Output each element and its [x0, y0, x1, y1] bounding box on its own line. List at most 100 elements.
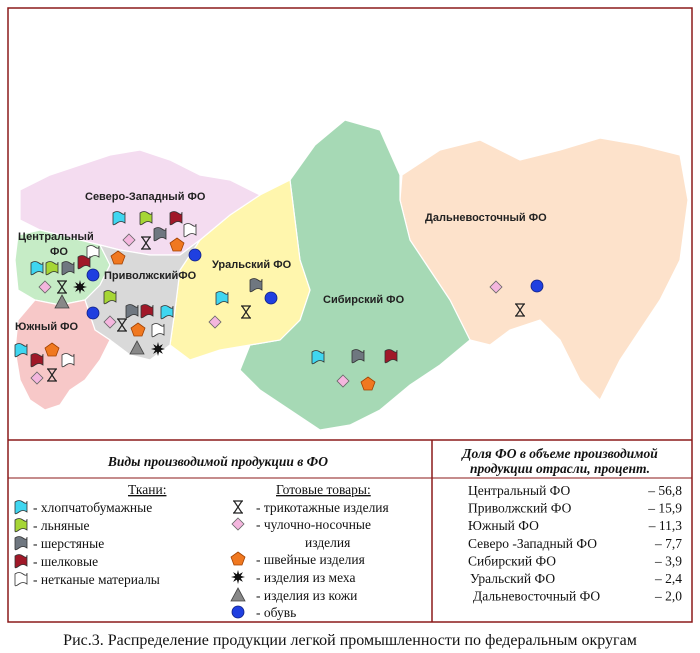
flag-icon [160, 305, 174, 320]
triangle-icon [54, 294, 70, 309]
icon [515, 303, 525, 317]
icon [151, 342, 165, 356]
icon [110, 250, 126, 265]
flag-icon [153, 227, 167, 242]
diamond-icon [103, 315, 117, 329]
diamond-icon [30, 371, 44, 385]
map-label: Сибирский ФО [323, 294, 405, 306]
diamond-icon [231, 517, 245, 531]
diamond-icon [489, 280, 503, 294]
icon [360, 376, 376, 391]
map-label: ФО [50, 246, 68, 258]
icon [77, 255, 91, 270]
legend-item: - шелковые [33, 554, 98, 569]
icon [47, 368, 57, 382]
icon [264, 291, 278, 305]
icon [103, 290, 117, 305]
legend-item: - льняные [33, 518, 90, 533]
hourglass-icon [117, 318, 127, 332]
flag-icon [183, 223, 197, 238]
icon [130, 322, 146, 337]
icon [112, 211, 126, 226]
legend-item: - хлопчатобумажные [33, 500, 152, 515]
icon [61, 353, 75, 368]
icon [117, 318, 127, 332]
map: Северо-Западный ФО Центральный ФО Привол… [14, 119, 689, 431]
icon [45, 261, 59, 276]
icon [14, 518, 28, 533]
caption: Рис.3. Распределение продукции легкой пр… [63, 632, 637, 649]
icon [30, 261, 44, 276]
share-value: – 7,7 [654, 536, 682, 551]
star-icon [73, 280, 87, 294]
icon [54, 294, 70, 309]
icon [384, 349, 398, 364]
flag-icon [61, 261, 75, 276]
pentagon-icon [110, 250, 126, 265]
hourglass-icon [57, 280, 67, 294]
icon [231, 605, 245, 619]
icon [44, 342, 60, 357]
icon [140, 304, 154, 319]
icon [230, 551, 246, 566]
star-icon [151, 342, 165, 356]
flag-icon [103, 290, 117, 305]
legend-header: Готовые товары: [276, 482, 371, 497]
share-name: Южный ФО [468, 518, 539, 533]
icon [14, 343, 28, 358]
icon [233, 500, 243, 514]
map-label: Северо-Западный ФО [85, 191, 206, 203]
map-label: ПриволжскийФО [104, 270, 197, 282]
legend-item: - изделия из меха [256, 570, 355, 585]
icon [86, 268, 100, 282]
icon [311, 350, 325, 365]
share-name: Северо -Западный ФО [468, 536, 597, 551]
share-title: Доля ФО в объеме производимой [460, 446, 658, 461]
icon [57, 280, 67, 294]
flag-icon [125, 304, 139, 319]
share-name: Центральный ФО [468, 483, 571, 498]
flag-icon [61, 353, 75, 368]
icon [231, 570, 245, 584]
icon [122, 233, 136, 247]
circle-icon [530, 279, 544, 293]
icon [14, 572, 28, 587]
legend-item: - обувь [256, 605, 296, 620]
map-label: Южный ФО [15, 321, 79, 333]
legend-item: - изделия из кожи [256, 588, 357, 603]
legend-item: - трикотажные изделия [256, 500, 389, 515]
share-value: – 3,9 [654, 553, 682, 568]
icon [169, 237, 185, 252]
legend-item: - чулочно-носочные [256, 517, 371, 532]
pentagon-icon [169, 237, 185, 252]
pentagon-icon [360, 376, 376, 391]
icon [141, 236, 151, 250]
legend-item: - нетканые материалы [33, 572, 160, 587]
flag-icon [30, 353, 44, 368]
icon [489, 280, 503, 294]
flag-icon [351, 349, 365, 364]
hourglass-icon [47, 368, 57, 382]
icon [38, 280, 52, 294]
flag-icon [139, 211, 153, 226]
share-name: Приволжский ФО [468, 501, 572, 516]
icon [183, 223, 197, 238]
icon [30, 353, 44, 368]
map-label: Центральный [18, 231, 94, 243]
legend-item: - швейные изделия [256, 552, 365, 567]
pentagon-icon [130, 322, 146, 337]
icon [230, 587, 246, 602]
legend-item: - шерстяные [33, 536, 104, 551]
circle-icon [86, 306, 100, 320]
flag-icon [14, 500, 28, 515]
icon [351, 349, 365, 364]
circle-icon [231, 605, 245, 619]
icon [153, 227, 167, 242]
hourglass-icon [515, 303, 525, 317]
icon [249, 278, 263, 293]
flag-icon [384, 349, 398, 364]
icon [231, 517, 245, 531]
hourglass-icon [233, 500, 243, 514]
flag-icon [14, 518, 28, 533]
